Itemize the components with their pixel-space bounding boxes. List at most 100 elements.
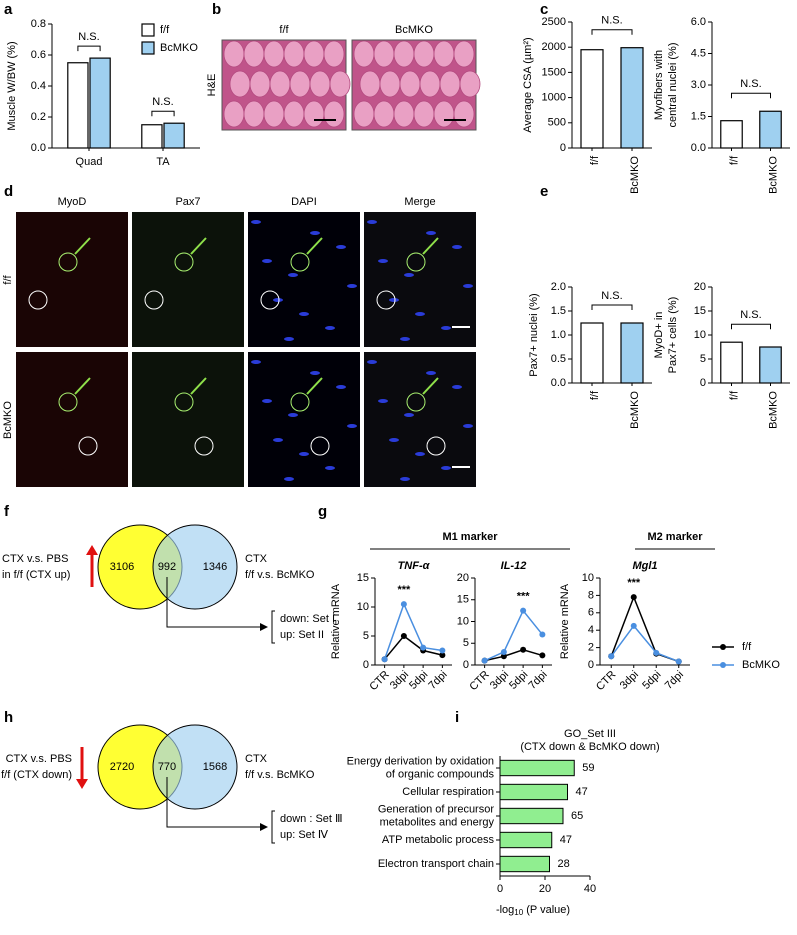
point	[630, 594, 637, 601]
x-tick-label: 7dpi	[663, 669, 686, 692]
nucleus	[404, 273, 414, 277]
y-tick-label: Energy derivation by oxidation of organic…	[347, 755, 495, 780]
bar	[720, 120, 743, 149]
column-label: BcMKO	[395, 24, 433, 36]
nucleus	[284, 477, 294, 481]
x-tick-label: BcMKO	[629, 391, 641, 429]
x-tick-label: 40	[584, 883, 596, 895]
arrow-head	[86, 545, 98, 555]
x-tick-label: f/f	[589, 155, 601, 165]
significance-bracket	[591, 29, 633, 35]
bar	[620, 322, 644, 384]
myofiber	[243, 100, 265, 128]
x-tick-label: f/f	[589, 390, 601, 400]
nucleus	[336, 385, 346, 389]
myofiber	[269, 70, 291, 98]
set-label: down : Set Ⅲ	[280, 813, 343, 825]
legend-dot	[720, 644, 726, 650]
nucleus	[389, 298, 399, 302]
y-tick-label: 0.6	[31, 49, 46, 61]
nucleus	[452, 245, 462, 249]
legend-label: BcMKO	[160, 42, 198, 54]
nucleus	[347, 284, 357, 288]
point	[481, 657, 488, 664]
myofiber	[329, 70, 351, 98]
myofiber	[373, 100, 395, 128]
point	[400, 601, 407, 608]
connector	[166, 577, 262, 628]
venn-label: CTX v.s. PBS	[2, 553, 68, 565]
x-tick-label: TA	[156, 156, 170, 168]
bracket	[271, 810, 275, 844]
arrow-head	[260, 623, 268, 631]
x-axis-label: -log10 (P value)	[496, 904, 570, 917]
myofiber	[249, 70, 271, 98]
nucleus	[463, 424, 473, 428]
y-tick-label: 0.4	[31, 80, 46, 92]
x-tick-label: BcMKO	[767, 391, 779, 429]
y-tick-label: 2000	[542, 41, 566, 53]
myofiber	[419, 70, 441, 98]
myofiber	[263, 100, 285, 128]
cell-circle	[406, 392, 426, 412]
chart-subtitle: (CTX down & BcMKO down)	[520, 741, 659, 753]
line	[484, 648, 543, 662]
cell-circle	[194, 436, 214, 456]
bar	[141, 124, 163, 149]
nucleus	[415, 452, 425, 456]
chart-title: Mgl1	[632, 560, 657, 572]
count-label: 65	[571, 810, 583, 822]
x-tick-label: BcMKO	[767, 156, 779, 194]
myofiber	[309, 70, 331, 98]
y-tick-label: 10	[357, 601, 369, 613]
y-tick-label: 2500	[542, 16, 566, 28]
bar	[89, 57, 111, 149]
cell-circle	[406, 252, 426, 272]
y-tick-label: 10	[582, 572, 594, 584]
y-tick-label: 4.5	[691, 47, 706, 59]
myofiber	[289, 70, 311, 98]
nucleus	[299, 452, 309, 456]
myofiber	[353, 40, 375, 68]
if-image	[364, 212, 476, 347]
set-label: up: Set II	[280, 629, 324, 641]
y-tick-label: 10	[457, 615, 469, 627]
bar	[759, 110, 782, 149]
x-axis-label-part: 10	[514, 908, 523, 917]
panel-label: h	[4, 709, 13, 726]
venn-label: f/f v.s. BcMKO	[245, 769, 315, 781]
cell-circle	[426, 436, 446, 456]
column-label: Merge	[404, 196, 435, 208]
x-tick-label: f/f	[728, 390, 740, 400]
chart-title: GO_Set III	[564, 728, 616, 740]
x-tick-label: 5dpi	[507, 669, 530, 692]
y-tick-label: 0	[560, 142, 566, 154]
arrow-head	[76, 779, 88, 789]
nucleus	[336, 245, 346, 249]
bar	[499, 759, 575, 777]
y-tick-label: 1.5	[551, 305, 566, 317]
panel-label: i	[455, 709, 459, 726]
y-tick-label: 15	[457, 594, 469, 606]
venn-label: in f/f (CTX down)	[0, 769, 72, 781]
y-axis-label: MyoD+ in	[653, 312, 665, 359]
nucleus	[299, 312, 309, 316]
myofiber	[223, 100, 245, 128]
significance: ***	[627, 577, 641, 589]
nucleus	[251, 360, 261, 364]
count-label: 47	[560, 834, 572, 846]
line	[384, 634, 443, 660]
nucleus	[415, 312, 425, 316]
panel-label: c	[540, 1, 548, 18]
y-tick-label: 6	[588, 607, 594, 619]
bar	[580, 322, 604, 384]
arrow	[190, 377, 207, 395]
nucleus	[288, 413, 298, 417]
venn-count: 1568	[203, 761, 227, 773]
myofiber	[243, 40, 265, 68]
venn-label: CTX v.s. PBS	[6, 753, 72, 765]
row-label: BcMKO	[2, 401, 14, 439]
bar	[499, 783, 568, 801]
cell-circle	[174, 392, 194, 412]
y-tick-label: 0	[700, 377, 706, 389]
